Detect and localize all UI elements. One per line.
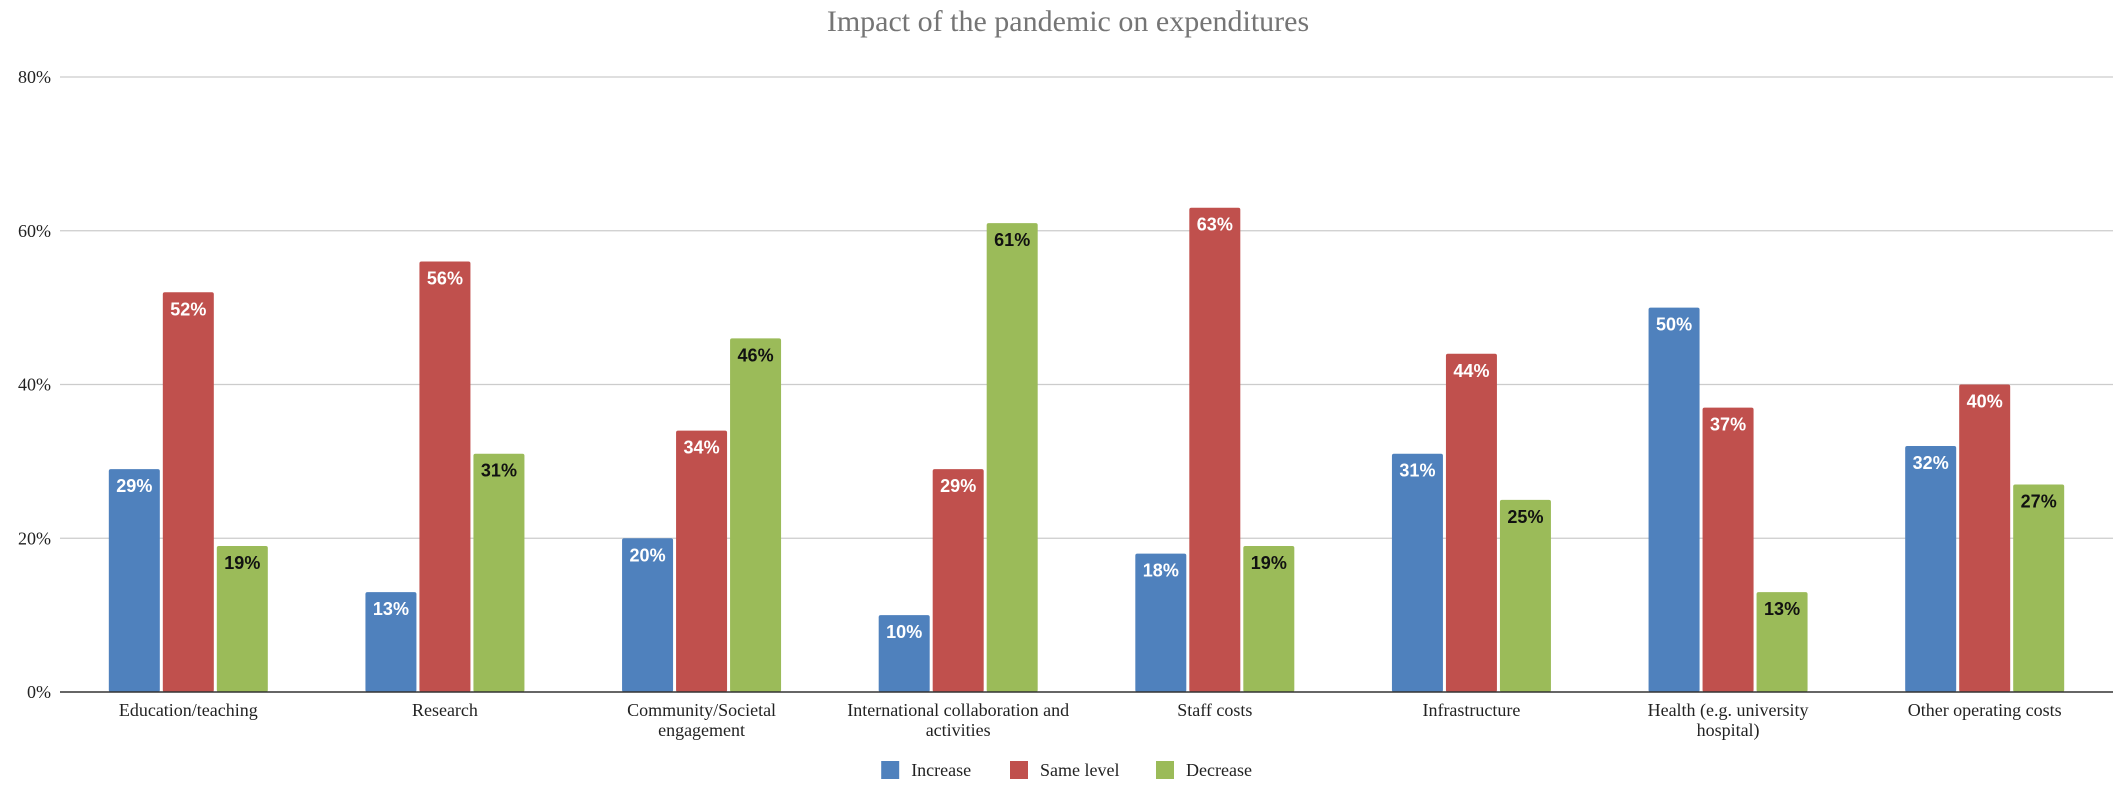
y-tick-label: 20%: [18, 528, 51, 548]
data-label: 29%: [940, 476, 976, 496]
data-label: 56%: [427, 269, 463, 289]
bar-decrease: [1499, 499, 1551, 692]
x-category-label: Community/Societal: [627, 700, 776, 720]
bar-decrease: [986, 223, 1038, 692]
x-category-label: Other operating costs: [1908, 700, 2062, 720]
data-label: 52%: [170, 299, 206, 319]
bar-increase: [365, 592, 417, 692]
y-tick-label: 40%: [18, 375, 51, 395]
bar-same-level: [1189, 207, 1241, 692]
data-label: 13%: [1764, 599, 1800, 619]
y-axis-ticks: 0% 20% 40% 60% 80%: [18, 67, 51, 702]
legend-swatch-same-level: [1010, 761, 1028, 779]
data-label: 40%: [1967, 392, 2003, 412]
bar-decrease: [216, 545, 268, 692]
bar-increase: [1648, 307, 1700, 692]
legend-label: Same level: [1040, 760, 1119, 780]
legend-label: Increase: [911, 760, 971, 780]
legend-swatch-decrease: [1156, 761, 1174, 779]
y-tick-label: 60%: [18, 221, 51, 241]
bar-same-level: [1702, 407, 1754, 692]
bar-decrease: [473, 453, 525, 692]
x-category-label: activities: [926, 720, 991, 740]
bar-decrease: [1756, 592, 1808, 692]
data-labels: 29% 52% 19% 13% 56% 31% 20% 34% 46% 10% 29% 61% 18% 6…: [116, 215, 2056, 642]
gridlines: [60, 76, 2113, 539]
bar-decrease: [1243, 545, 1295, 692]
x-category-label: Health (e.g. university: [1648, 700, 1809, 721]
data-label: 37%: [1710, 415, 1746, 435]
data-label: 29%: [116, 476, 152, 496]
x-category-label: Staff costs: [1177, 700, 1252, 720]
legend: Increase Same level Decrease: [881, 760, 1252, 780]
bar-decrease: [730, 338, 782, 692]
data-label: 18%: [1143, 561, 1179, 581]
x-category-label: engagement: [658, 720, 745, 740]
chart-title: Impact of the pandemic on expenditures: [827, 5, 1309, 38]
data-label: 61%: [994, 230, 1030, 250]
data-label: 27%: [2021, 491, 2057, 511]
data-label: 10%: [886, 622, 922, 642]
y-tick-label: 0%: [27, 682, 51, 702]
data-label: 34%: [684, 438, 720, 458]
data-label: 63%: [1197, 215, 1233, 235]
data-label: 31%: [1399, 461, 1435, 481]
bar-same-level: [932, 469, 984, 692]
bar-decrease: [2013, 484, 2065, 692]
data-label: 19%: [1251, 553, 1287, 573]
bar-same-level: [1445, 353, 1497, 692]
x-category-label: International collaboration and: [847, 700, 1069, 720]
x-category-label: Infrastructure: [1422, 700, 1520, 720]
bar-same-level: [162, 292, 214, 692]
bar-same-level: [676, 430, 728, 692]
bar-increase: [622, 538, 674, 692]
bar-increase: [1391, 453, 1443, 692]
bar-increase: [878, 615, 930, 692]
data-label: 19%: [224, 553, 260, 573]
data-label: 50%: [1656, 315, 1692, 335]
data-label: 20%: [630, 545, 666, 565]
data-label: 44%: [1453, 361, 1489, 381]
bar-same-level: [1959, 384, 2011, 692]
y-tick-label: 80%: [18, 67, 51, 87]
bars: [108, 207, 2065, 692]
x-category-label: Education/teaching: [119, 700, 258, 720]
data-label: 25%: [1507, 507, 1543, 527]
x-category-label: Research: [412, 700, 478, 720]
x-category-label: hospital): [1697, 720, 1760, 741]
data-label: 32%: [1913, 453, 1949, 473]
bar-increase: [108, 469, 160, 692]
data-label: 31%: [481, 461, 517, 481]
bar-increase: [1905, 446, 1957, 692]
bar-same-level: [419, 261, 471, 692]
x-axis-categories: Education/teaching Research Community/Soci…: [119, 700, 2062, 741]
legend-label: Decrease: [1186, 760, 1252, 780]
bar-increase: [1135, 553, 1187, 692]
legend-swatch-increase: [881, 761, 900, 779]
data-label: 13%: [373, 599, 409, 619]
data-label: 46%: [738, 345, 774, 365]
